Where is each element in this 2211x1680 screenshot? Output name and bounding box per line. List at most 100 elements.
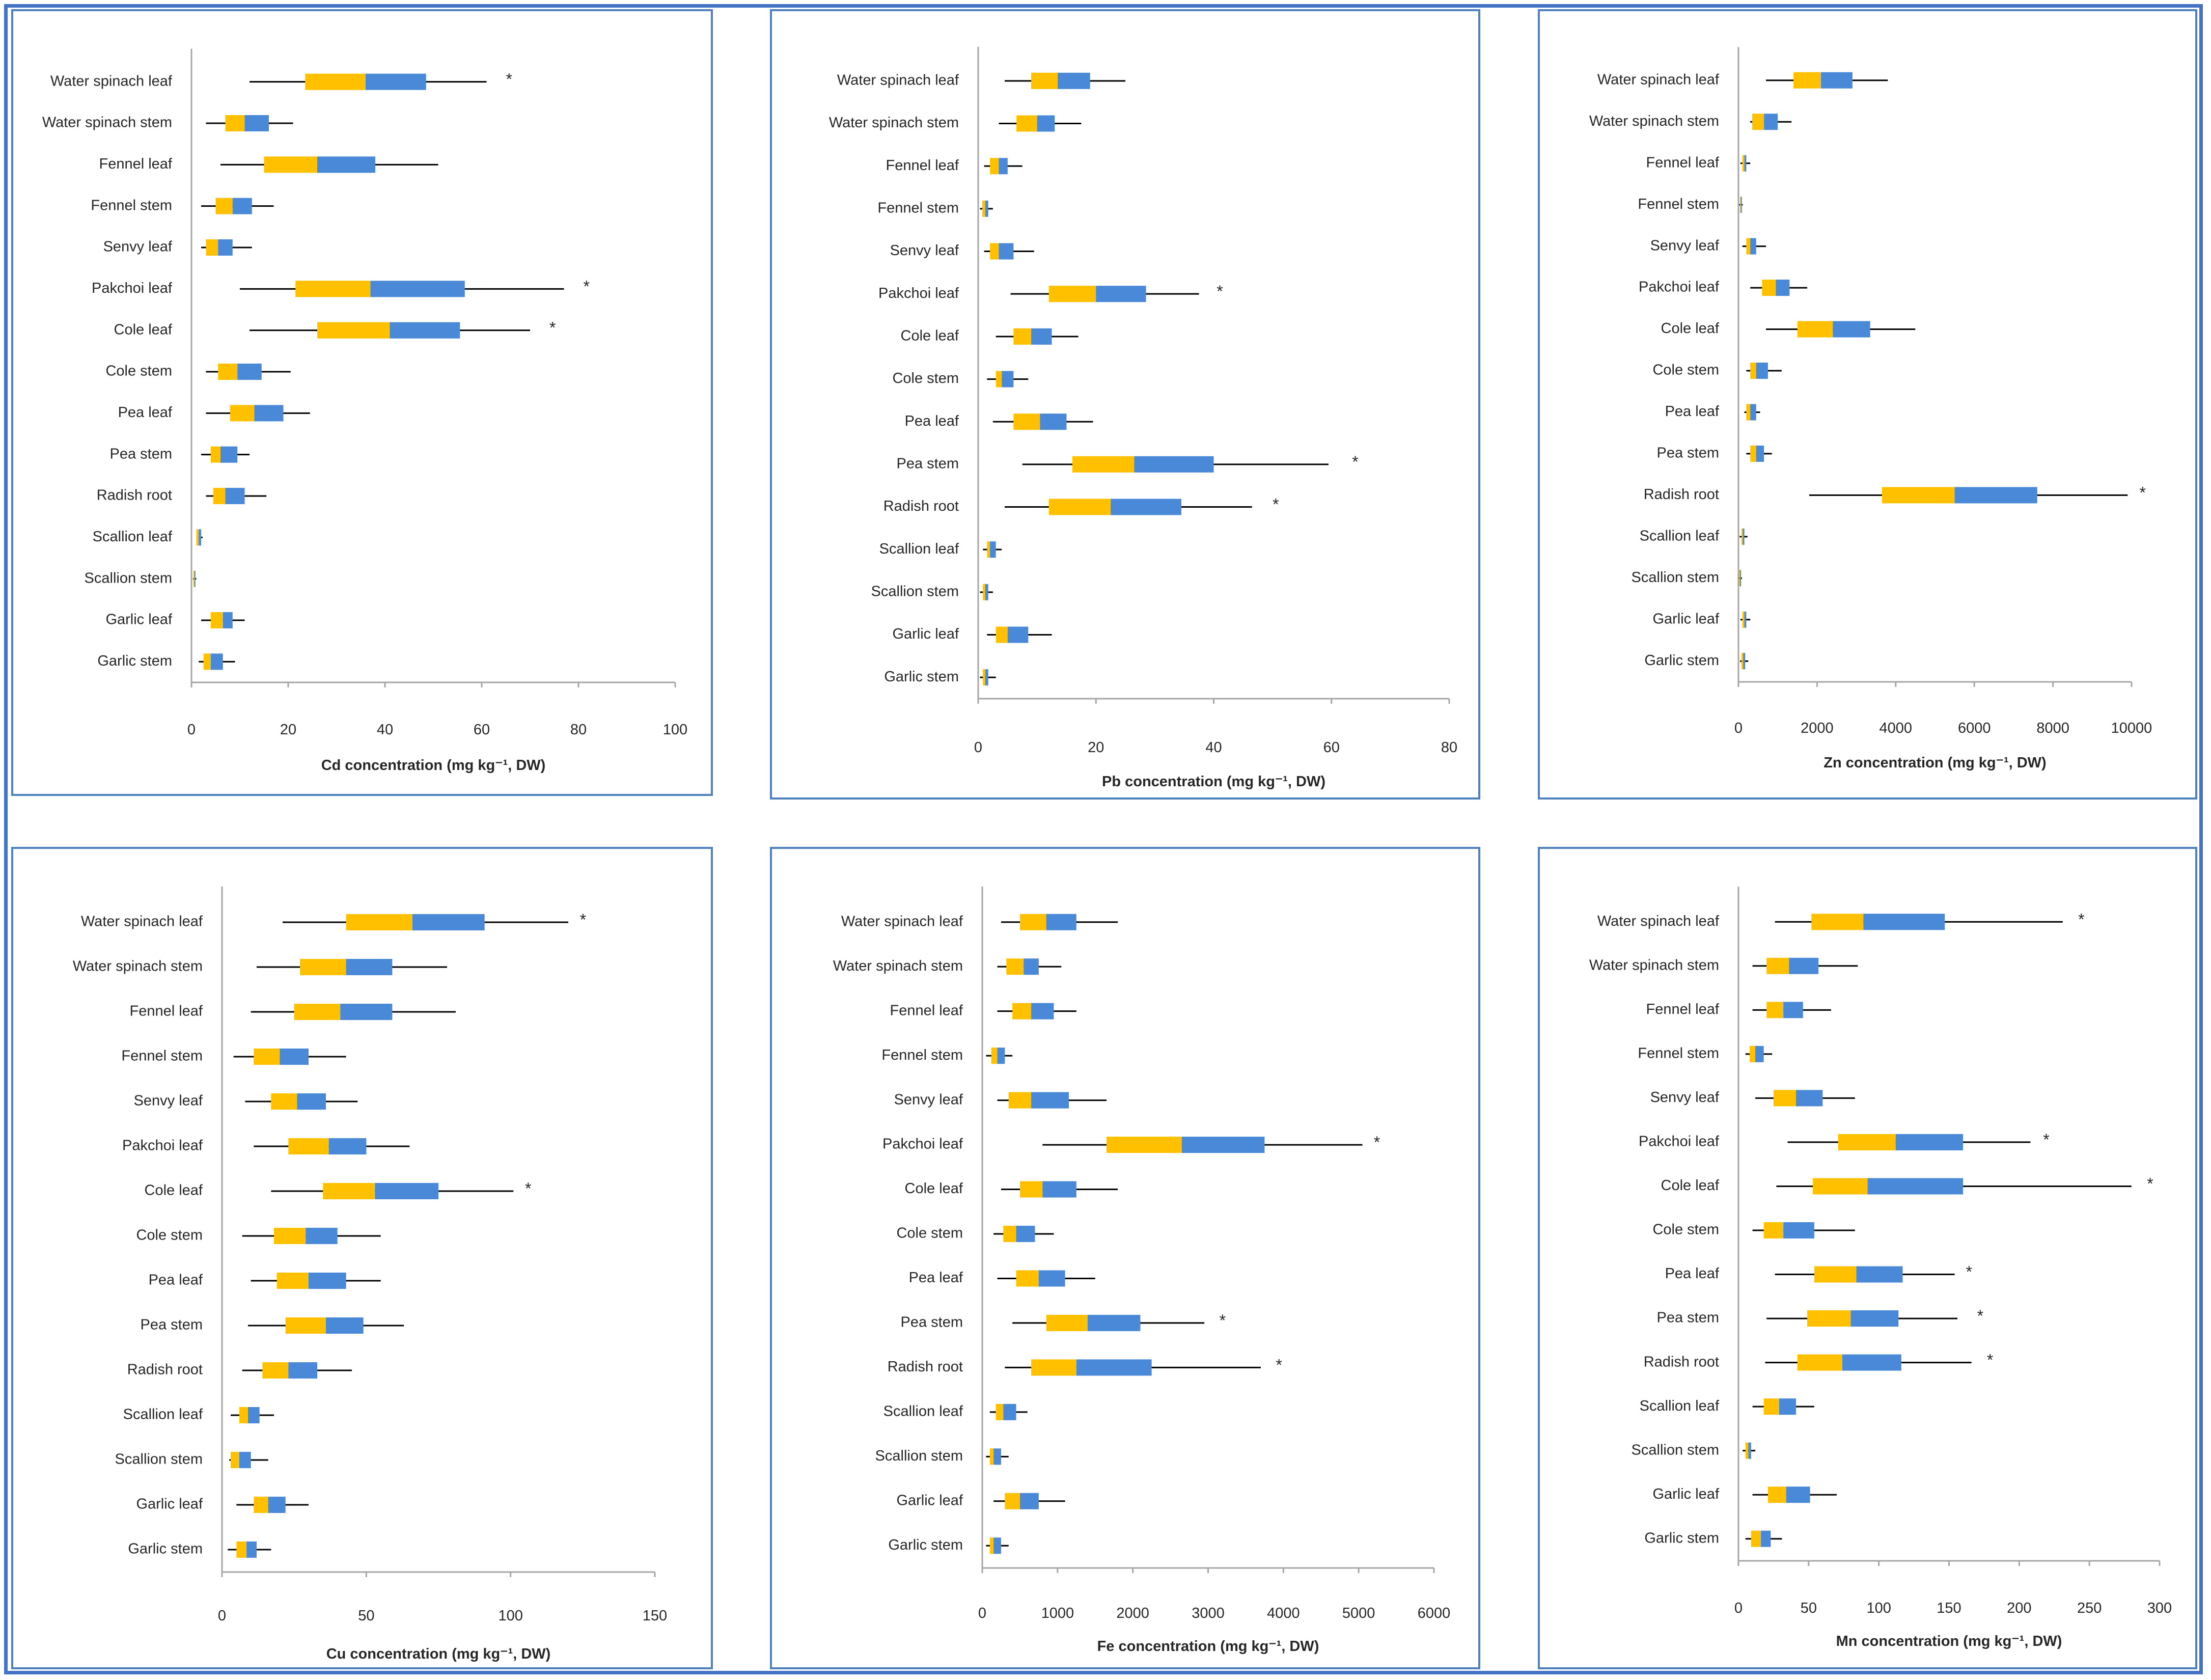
box-lower [1008, 1092, 1032, 1109]
x-tick-label: 20 [1088, 739, 1104, 756]
category-label: Scallion leaf [123, 1407, 203, 1423]
box-lower [271, 1093, 297, 1110]
category-label: Cole leaf [114, 321, 173, 338]
category-label: Fennel leaf [1646, 1001, 1720, 1017]
box-upper [1181, 1137, 1265, 1153]
x-tick-label: 100 [663, 722, 687, 738]
box-lower [277, 1273, 309, 1289]
category-label: Garlic leaf [1652, 1486, 1719, 1502]
box-lower [1072, 456, 1135, 473]
figure-frame [4, 4, 2203, 1674]
box-lower [295, 281, 371, 297]
box-lower [1005, 1493, 1020, 1509]
x-tick-label: 0 [978, 1605, 986, 1621]
category-label: Scallion leaf [883, 1403, 963, 1420]
category-label: Pea stem [897, 455, 959, 472]
category-label: Senvy leaf [890, 242, 959, 259]
category-label: Pea leaf [118, 404, 173, 421]
box-upper [248, 1407, 260, 1423]
box-upper [326, 1317, 364, 1334]
box-lower [996, 371, 1002, 388]
category-label: Pea stem [1657, 445, 1720, 461]
box-upper [1031, 328, 1052, 345]
box-upper [1863, 914, 1945, 930]
box-lower [239, 1407, 248, 1423]
outlier-marker: * [1273, 495, 1279, 514]
category-label: Pea leaf [149, 1272, 203, 1288]
category-label: Radish root [888, 1359, 963, 1375]
box-upper [1761, 1530, 1771, 1547]
box-lower [300, 959, 346, 975]
outlier-marker: * [2078, 910, 2084, 928]
x-tick-label: 6000 [1418, 1605, 1451, 1621]
category-label: Fennel stem [121, 1048, 203, 1064]
chart-zn: 0 2000 4000 6000 8000 10000 Zn concentration (… [1589, 47, 2152, 771]
category-label: Pakchoi leaf [122, 1138, 203, 1154]
category-label: Radish root [127, 1362, 203, 1378]
box-upper [993, 1537, 1001, 1554]
box-upper [1779, 1398, 1797, 1415]
box-lower [990, 243, 999, 260]
x-tick-label: 0 [974, 739, 982, 756]
panel-zn: 0 2000 4000 6000 8000 10000 Zn concentration (… [1538, 9, 2197, 800]
box-upper [246, 1541, 257, 1558]
box-upper [1748, 1442, 1751, 1459]
chart-pb: 0 20 40 60 80 Pb concentration (mg kg⁻¹, DW) W… [829, 46, 1457, 790]
box-upper [199, 529, 201, 546]
category-label: Fennel leaf [890, 1002, 963, 1018]
x-tick-label: 5000 [1342, 1605, 1375, 1621]
box-lower [1750, 363, 1756, 379]
x-axis-title: Cd concentration (mg kg⁻¹, DW) [321, 757, 546, 774]
box-upper [309, 1273, 346, 1289]
box-upper [1783, 1222, 1814, 1238]
box-lower [1031, 1359, 1076, 1376]
category-label: Pea stem [110, 446, 173, 462]
box-lower [1019, 1181, 1043, 1198]
box-lower [254, 1049, 280, 1065]
category-label: Water spinach leaf [1597, 913, 1720, 929]
chart-cd: 0 20 40 60 80 100 Cd concentration (mg kg⁻¹, D… [42, 48, 687, 774]
box-lower [285, 1317, 326, 1334]
category-label: Water spinach leaf [50, 73, 173, 89]
category-label: Water spinach stem [1589, 957, 1719, 973]
category-label: Scallion stem [115, 1451, 203, 1468]
category-label: Pea stem [901, 1314, 963, 1331]
category-label: Water spinach stem [829, 115, 959, 131]
category-label: Cole stem [1652, 1222, 1719, 1238]
category-label: Scallion stem [1632, 569, 1719, 586]
box-upper [244, 115, 269, 131]
box-lower [211, 612, 223, 628]
box-upper [194, 570, 196, 587]
box-lower [1811, 914, 1864, 930]
x-tick-label: 8000 [2036, 720, 2069, 736]
category-label: Cole stem [892, 370, 959, 387]
box-upper [985, 669, 988, 686]
category-label: Pea leaf [909, 1270, 963, 1286]
x-tick-label: 60 [474, 722, 490, 738]
category-label: Pea leaf [905, 413, 959, 429]
outlier-marker: * [506, 70, 512, 89]
box-lower [989, 1537, 994, 1554]
box-lower [1746, 238, 1751, 255]
box-upper [1003, 1403, 1016, 1420]
box-upper [1002, 371, 1014, 388]
box-lower [211, 446, 220, 463]
box-upper [317, 156, 375, 173]
box-upper [1789, 957, 1819, 974]
box-upper [1764, 114, 1778, 130]
category-label: Senvy leaf [103, 239, 173, 255]
box-upper [328, 1138, 367, 1154]
box-lower [1763, 1398, 1779, 1415]
box-lower [1012, 1003, 1032, 1020]
box-lower [323, 1183, 375, 1199]
category-label: Pakchoi leaf [878, 285, 959, 301]
x-tick-label: 0 [1734, 720, 1743, 736]
box-upper [1796, 1090, 1823, 1107]
box-lower [982, 200, 985, 217]
x-tick-label: 0 [218, 1608, 226, 1624]
category-label: Pakchoi leaf [1639, 1134, 1720, 1150]
box-upper [1786, 1486, 1810, 1503]
category-label: Scallion stem [85, 570, 172, 586]
category-label: Scallion leaf [93, 529, 173, 545]
box-upper [1134, 456, 1214, 473]
